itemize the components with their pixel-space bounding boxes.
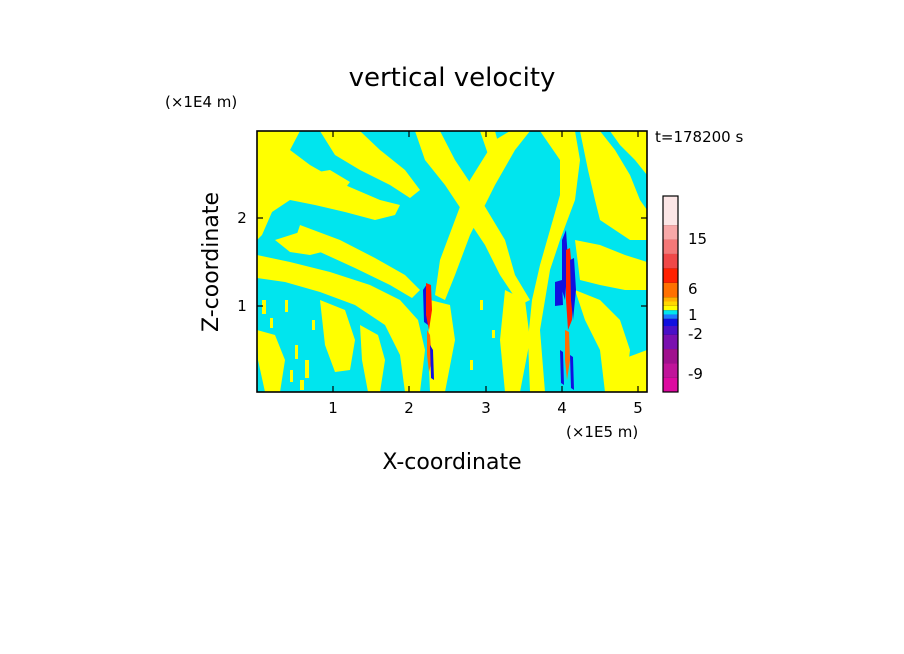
x-axis-label: X-coordinate — [382, 450, 521, 475]
colorbar-label: -9 — [688, 365, 703, 383]
core-strong-negative — [560, 350, 564, 385]
field-positive-region — [320, 131, 420, 198]
x-tick-label: 3 — [481, 399, 491, 417]
colorbar-band — [663, 363, 678, 378]
field-positive-region — [575, 240, 647, 290]
field-positive-region — [360, 325, 385, 392]
core-strong-positive — [426, 283, 432, 330]
field-positive-region — [257, 330, 285, 392]
core-strong-negative — [570, 258, 576, 320]
x-unit-label: (×1E5 m) — [566, 423, 638, 441]
x-tick-label: 5 — [633, 399, 643, 417]
colorbar-label: 1 — [688, 306, 698, 324]
plot-frame — [256, 130, 648, 393]
colorbar-label: 15 — [688, 230, 707, 248]
core-strong-positive — [565, 330, 570, 380]
x-tick-label: 1 — [328, 399, 338, 417]
field-specks — [262, 300, 495, 390]
field-positive-region — [620, 350, 647, 392]
core-strong-negative — [570, 355, 574, 390]
colorbar-band — [663, 305, 678, 311]
field-positive-region — [500, 290, 530, 392]
field-positive-region — [528, 131, 580, 392]
colorbar-band — [663, 314, 678, 319]
colorbar-band — [663, 268, 678, 283]
y-tick-label: 1 — [237, 297, 247, 315]
colorbar-band — [663, 282, 678, 298]
colorbar-band — [663, 318, 678, 327]
colorbar-band — [663, 224, 678, 240]
chart-title: vertical velocity — [349, 63, 556, 93]
y-ticks — [257, 217, 647, 307]
x-tick-label: 4 — [557, 399, 567, 417]
field-positive-region — [300, 170, 350, 195]
field-positive-region — [435, 131, 530, 300]
field-positive-region — [610, 131, 647, 175]
core-strong-negative — [562, 230, 568, 300]
y-tick-label: 2 — [237, 209, 247, 227]
field-positive-region — [428, 300, 455, 392]
field-positive-region — [295, 225, 420, 298]
core-strong-negative — [430, 345, 434, 380]
colorbar-label: -2 — [688, 325, 703, 343]
field-positive-region — [320, 300, 355, 372]
colorbar-label: 6 — [688, 280, 698, 298]
colorbar-band — [663, 348, 678, 364]
colorbar-band — [663, 253, 678, 269]
x-ticks — [332, 131, 639, 392]
y-unit-label: (×1E4 m) — [165, 93, 237, 111]
colorbar-band — [663, 309, 678, 315]
velocity-field — [257, 131, 647, 392]
colorbar-band — [663, 196, 678, 226]
colorbar-band — [663, 334, 678, 350]
core-strong-negative — [555, 280, 563, 306]
y-axis-label: Z-coordinate — [199, 192, 224, 332]
colorbar-band — [663, 325, 678, 335]
colorbar-band — [663, 239, 678, 254]
colorbar-band — [663, 296, 678, 302]
time-label: t=178200 s — [655, 128, 743, 146]
field-positive-region — [480, 131, 500, 160]
colorbar-frame — [662, 195, 679, 393]
field-positive-region — [257, 255, 425, 392]
field-positive-region — [575, 290, 630, 392]
field-positive-region — [580, 131, 647, 240]
colorbar-band — [663, 377, 678, 393]
colorbar-band — [663, 301, 678, 306]
x-tick-label: 2 — [404, 399, 414, 417]
colorbar — [663, 195, 678, 393]
